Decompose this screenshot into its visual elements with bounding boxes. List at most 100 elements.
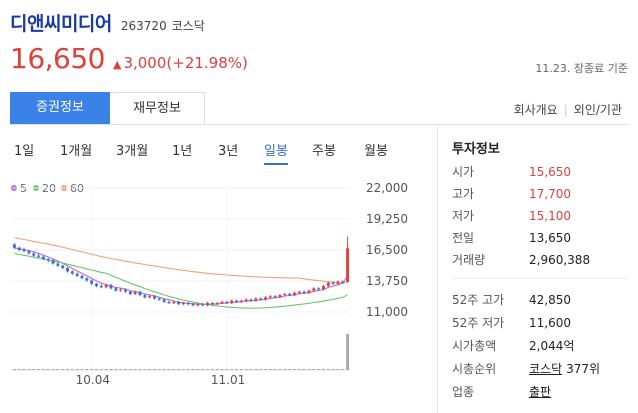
volume-bar	[51, 369, 55, 370]
volume-bar	[201, 369, 205, 370]
volume-bar	[90, 369, 94, 370]
price-change: ▲ 3,000(+21.98%)	[113, 54, 248, 72]
volume-bar	[152, 369, 156, 370]
y-tick-label: 16,500	[366, 243, 408, 257]
candle-body	[46, 259, 50, 261]
ma5-line	[14, 247, 349, 305]
info-key: 업종	[452, 385, 475, 399]
candle-body	[109, 284, 113, 289]
volume-bar	[341, 369, 345, 370]
candle-body	[288, 293, 292, 296]
volume-bar	[297, 369, 301, 370]
candle-body	[293, 292, 296, 296]
candle-body	[90, 280, 94, 284]
candle-body	[346, 248, 350, 283]
volume-bar	[22, 369, 26, 370]
company-overview-link[interactable]: 회사개요	[513, 103, 558, 117]
tab-right-links: 회사개요 | 외인/기관	[514, 101, 622, 118]
period-1m[interactable]: 1개월	[60, 144, 93, 159]
candle-body	[157, 298, 161, 300]
chart-grid	[12, 187, 350, 371]
volume-bar	[41, 369, 45, 370]
stock-code: 263720	[120, 19, 167, 33]
volume-bar	[259, 369, 263, 370]
volume-bar	[283, 369, 287, 370]
volume-bar	[326, 368, 330, 370]
period-weekly[interactable]: 주봉	[312, 144, 336, 159]
candle-body	[331, 282, 335, 284]
volume-bar	[85, 369, 89, 370]
candle-body	[235, 300, 238, 302]
volume-bar	[27, 369, 31, 370]
volume-bar	[124, 369, 127, 370]
volume-bar	[99, 369, 103, 370]
price-row: 16,650 ▲ 3,000(+21.98%)	[10, 42, 248, 75]
candle-body	[41, 256, 45, 260]
period-3m[interactable]: 3개월	[116, 144, 149, 159]
candle-body	[244, 299, 248, 301]
info-value: 13,650	[529, 231, 571, 245]
volume-bar	[278, 369, 282, 370]
candle-body	[201, 304, 205, 306]
candle-body	[326, 282, 330, 287]
x-axis: 10.04 11.01	[76, 373, 246, 387]
volume-bar	[138, 369, 142, 370]
volume-bar	[230, 369, 234, 370]
volume-bar	[288, 369, 292, 370]
rank-market-link[interactable]: 코스닥	[529, 362, 563, 376]
period-3y[interactable]: 3년	[218, 144, 239, 159]
volume-bar	[167, 369, 171, 370]
tab-financial-info[interactable]: 재무정보	[110, 92, 205, 124]
candle-body	[32, 253, 36, 256]
volume-bar	[143, 369, 147, 370]
y-tick-label: 13,750	[366, 274, 408, 288]
info-value: 15,100	[529, 209, 571, 223]
candle-body	[61, 265, 65, 269]
candle-body	[70, 271, 74, 274]
info-key: 고가	[452, 187, 475, 201]
candle-body	[181, 302, 185, 305]
candle-body	[85, 278, 89, 281]
y-tick-label: 22,000	[366, 181, 408, 195]
period-monthly[interactable]: 월봉	[364, 144, 388, 159]
moving-average-lines	[14, 237, 349, 309]
info-key: 52주 저가	[452, 316, 505, 330]
candle-body	[210, 302, 214, 305]
period-1y[interactable]: 1년	[172, 144, 193, 159]
foreign-institution-link[interactable]: 외인/기관	[573, 103, 622, 117]
candle-body	[254, 298, 258, 301]
candle-body	[172, 301, 176, 304]
candle-body	[220, 301, 224, 304]
period-daily[interactable]: 일봉	[264, 140, 288, 165]
industry-link[interactable]: 출판	[529, 385, 552, 399]
candle-body	[56, 263, 60, 266]
volume-bar	[210, 369, 214, 370]
info-key: 시가	[452, 165, 475, 179]
volume-bar	[17, 369, 21, 370]
period-1d[interactable]: 1일	[14, 144, 35, 159]
volume-bar	[148, 369, 152, 370]
company-name[interactable]: 디앤씨미디어	[10, 13, 112, 35]
info-value: 2,044억	[529, 339, 575, 353]
info-value: 15,650	[529, 165, 571, 179]
tab-stock-info[interactable]: 증권정보	[10, 92, 110, 124]
candle-body	[80, 275, 84, 279]
info-key: 시총순위	[452, 362, 497, 376]
volume-bar	[186, 369, 190, 370]
x-tick-label: 10.04	[76, 373, 110, 387]
volume-bar	[254, 369, 258, 370]
current-price: 16,650	[10, 42, 105, 75]
y-tick-label: 11,000	[366, 305, 408, 319]
candle-body	[17, 247, 21, 250]
info-row-market-cap: 시가총액 2,044억	[452, 336, 632, 356]
candle-body	[312, 288, 316, 291]
info-row-low: 저가 15,100	[452, 206, 632, 226]
candle-body	[66, 268, 69, 272]
volume-bar	[321, 369, 325, 370]
candle-body	[249, 299, 253, 301]
volume-bar	[128, 369, 132, 370]
date-note: 11.23. 장종료 기준	[535, 62, 628, 75]
candle-body	[273, 296, 277, 298]
volume-bar	[317, 369, 321, 370]
